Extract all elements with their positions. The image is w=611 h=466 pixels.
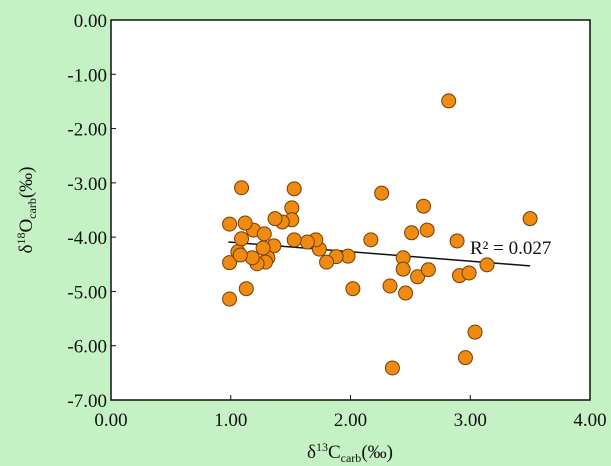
y-tick-label: -6.00 bbox=[67, 337, 107, 358]
point bbox=[419, 222, 435, 238]
y-tick-label: -3.00 bbox=[67, 174, 107, 195]
y-tick-label: -4.00 bbox=[67, 228, 107, 249]
x-tick-label: 3.00 bbox=[454, 410, 487, 431]
y-tick-label: -2.00 bbox=[67, 120, 107, 141]
point bbox=[479, 257, 495, 273]
point bbox=[420, 262, 436, 278]
point bbox=[222, 216, 238, 232]
point bbox=[345, 281, 361, 297]
x-tick-label: 0.00 bbox=[94, 410, 127, 431]
point bbox=[410, 269, 426, 285]
y-tick-label: 0.00 bbox=[74, 11, 107, 32]
point bbox=[232, 247, 248, 263]
point bbox=[382, 278, 398, 294]
point bbox=[222, 255, 238, 271]
point bbox=[404, 225, 420, 241]
point bbox=[395, 261, 411, 277]
point bbox=[461, 265, 477, 281]
annotation: R² = 0.027 bbox=[470, 238, 551, 259]
y-tick-label: -1.00 bbox=[67, 65, 107, 86]
plot-area bbox=[110, 19, 591, 401]
point bbox=[234, 180, 250, 196]
point bbox=[286, 232, 302, 248]
point bbox=[467, 324, 483, 340]
y-axis-label: δ18Ocarb(‰) bbox=[14, 167, 39, 254]
point bbox=[234, 231, 250, 247]
point bbox=[222, 291, 238, 307]
point bbox=[457, 350, 473, 366]
x-tick-label: 4.00 bbox=[573, 410, 606, 431]
point bbox=[267, 211, 283, 227]
point bbox=[449, 233, 465, 249]
point bbox=[299, 234, 315, 250]
point bbox=[522, 211, 538, 227]
point bbox=[441, 93, 457, 109]
y-tick-label: -5.00 bbox=[67, 282, 107, 303]
x-tick-label: 1.00 bbox=[214, 410, 247, 431]
point bbox=[384, 360, 400, 376]
point bbox=[255, 240, 271, 256]
point bbox=[398, 285, 414, 301]
y-tick-label: -7.00 bbox=[67, 391, 107, 412]
point bbox=[286, 181, 302, 197]
x-tick-label: 2.00 bbox=[334, 410, 367, 431]
point bbox=[256, 226, 272, 242]
point bbox=[374, 185, 390, 201]
point bbox=[363, 232, 379, 248]
point bbox=[237, 215, 253, 231]
point bbox=[238, 281, 254, 297]
point bbox=[319, 254, 335, 270]
point bbox=[416, 198, 432, 214]
x-axis-label: δ13Ccarb(‰) bbox=[307, 440, 393, 465]
